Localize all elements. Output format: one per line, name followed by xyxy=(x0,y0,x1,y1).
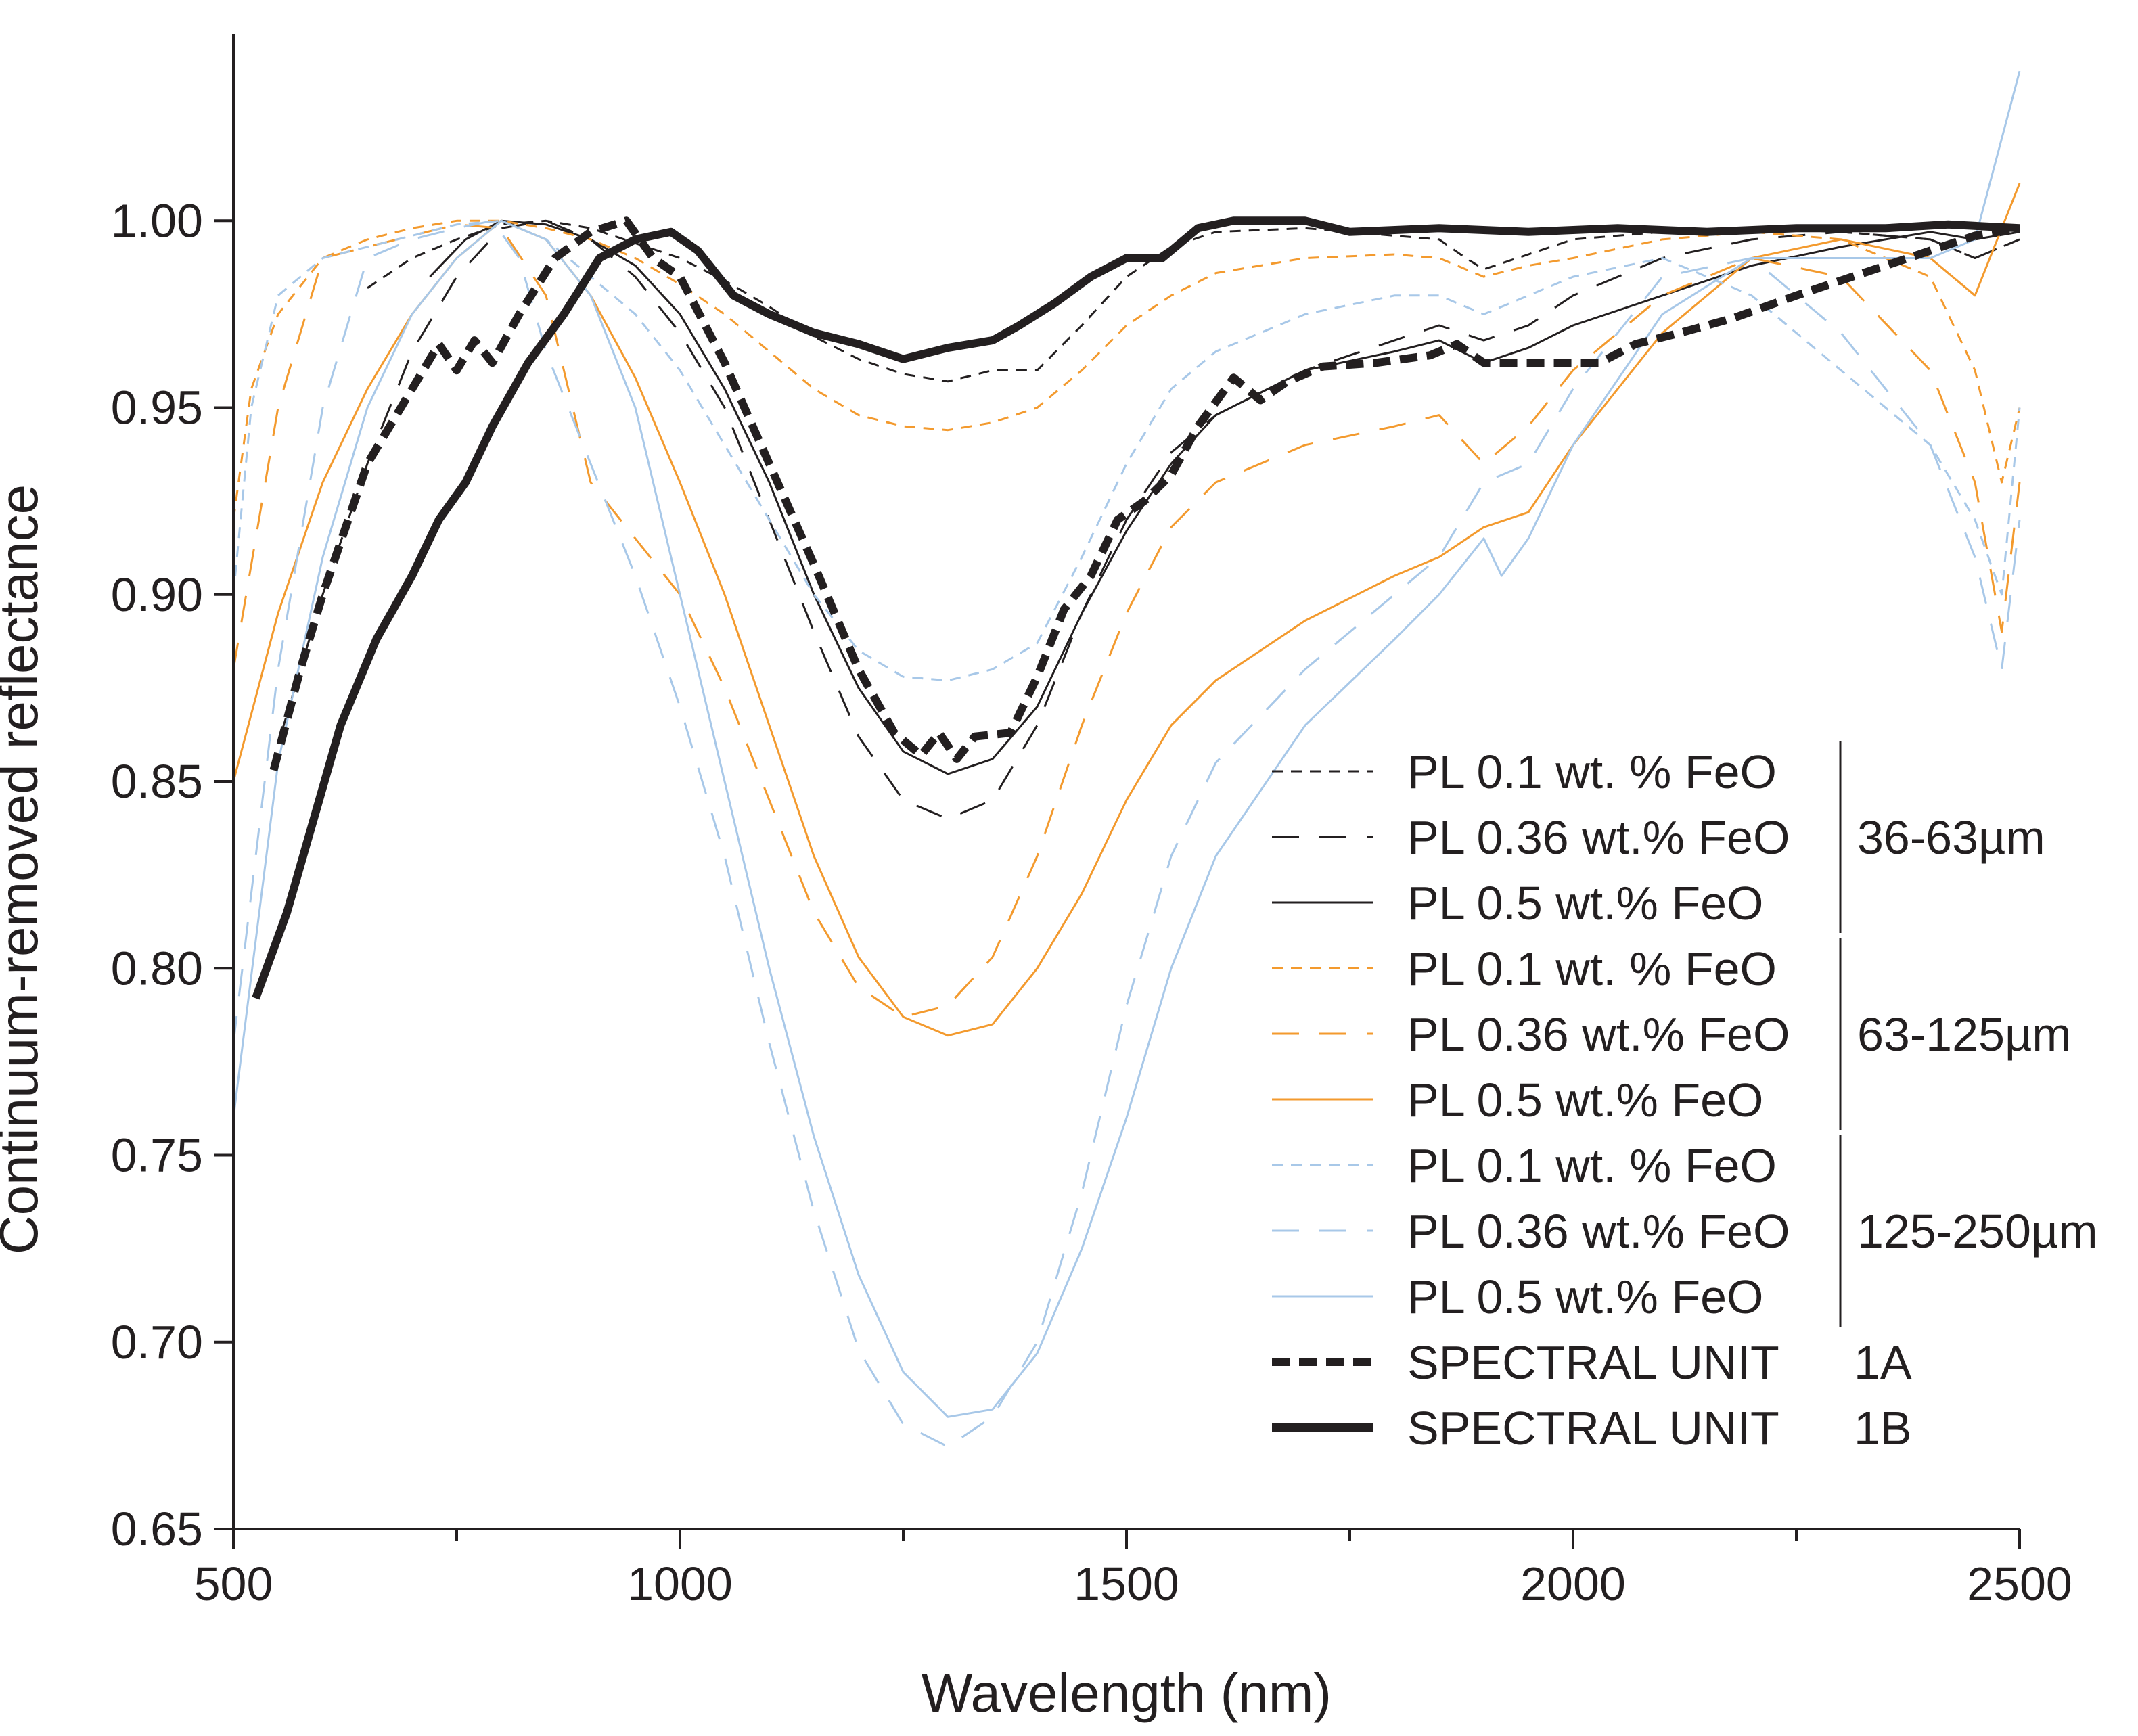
y-tick-label: 0.85 xyxy=(111,755,203,808)
legend-label: SPECTRAL UNIT xyxy=(1407,1402,1779,1455)
series-line-2 xyxy=(429,219,2020,775)
legend-label: PL 0.5 wt.% FeO xyxy=(1407,1271,1764,1323)
legend-group-label: 63-125µm xyxy=(1857,1008,2072,1061)
series-line-10 xyxy=(252,216,2020,1000)
y-tick-label: 0.95 xyxy=(111,382,203,434)
y-ticks: 0.65 0.70 0.75 0.80 0.85 0.90 0.95 1.00 xyxy=(111,194,233,1555)
legend-label: PL 0.36 wt.% FeO xyxy=(1407,1008,1790,1061)
legend-label: PL 0.36 wt.% FeO xyxy=(1407,811,1790,864)
x-tick-label: 1500 xyxy=(1074,1557,1179,1610)
x-tick-label: 2500 xyxy=(1967,1557,2072,1610)
series-line-9 xyxy=(269,216,2020,771)
legend-group-label: 36-63µm xyxy=(1857,811,2045,864)
y-tick-label: 0.90 xyxy=(111,568,203,621)
y-tick-label: 0.70 xyxy=(111,1316,203,1369)
x-axis-title: Wavelength (nm) xyxy=(922,1663,1332,1723)
legend-unit-id: 1A xyxy=(1854,1336,1912,1389)
y-tick-label: 0.80 xyxy=(111,942,203,995)
series-line-0 xyxy=(367,219,2020,383)
x-tick-label: 1000 xyxy=(627,1557,733,1610)
y-tick-label: 0.75 xyxy=(111,1129,203,1182)
legend-label: SPECTRAL UNIT xyxy=(1407,1336,1779,1389)
axes: 500 1000 1500 2000 2500 0.65 0.70 0.75 0.80 0.85… xyxy=(111,34,2072,1610)
series-line-6 xyxy=(233,219,2021,682)
series-line-4 xyxy=(233,223,2021,1018)
legend-group-label: 125-250µm xyxy=(1857,1205,2098,1258)
legend-label: PL 0.1 wt. % FeO xyxy=(1407,746,1777,798)
series-layer xyxy=(233,70,2021,1448)
legend: PL 0.1 wt. % FeO PL 0.36 wt.% FeO PL 0.5 w… xyxy=(1272,741,2098,1455)
x-tick-label: 500 xyxy=(194,1557,273,1610)
legend-label: PL 0.36 wt.% FeO xyxy=(1407,1205,1790,1258)
legend-label: PL 0.1 wt. % FeO xyxy=(1407,942,1777,995)
legend-label: PL 0.5 wt.% FeO xyxy=(1407,877,1764,930)
x-tick-label: 2000 xyxy=(1520,1557,1626,1610)
x-ticks: 500 1000 1500 2000 2500 xyxy=(194,1529,2072,1610)
series-line-3 xyxy=(233,219,2021,520)
y-tick-label: 0.65 xyxy=(111,1503,203,1555)
series-line-8 xyxy=(233,70,2021,1418)
legend-unit-id: 1B xyxy=(1854,1402,1912,1455)
legend-label: PL 0.1 wt. % FeO xyxy=(1407,1139,1777,1192)
legend-label: PL 0.5 wt.% FeO xyxy=(1407,1074,1764,1126)
y-axis-title: Continuum-removed reflectance xyxy=(0,484,49,1254)
series-line-1 xyxy=(277,219,2020,820)
y-tick-label: 1.00 xyxy=(111,194,203,247)
